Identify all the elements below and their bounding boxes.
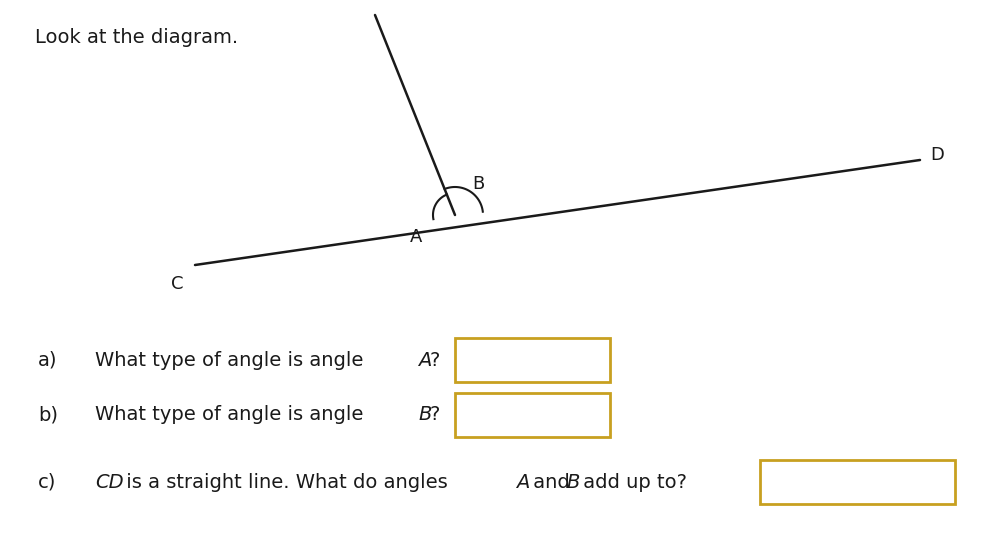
Text: ?: ? [430,406,441,424]
Text: a): a) [38,351,57,370]
Text: b): b) [38,406,58,424]
Text: B: B [418,406,431,424]
Text: B: B [566,473,580,491]
FancyBboxPatch shape [455,338,610,382]
Text: What type of angle is angle: What type of angle is angle [95,406,370,424]
Text: ?: ? [430,351,441,370]
Text: A: A [516,473,529,491]
Text: CD: CD [95,473,124,491]
Text: and: and [527,473,576,491]
Text: is a straight line. What do angles: is a straight line. What do angles [120,473,454,491]
Text: A: A [418,351,431,370]
Text: add up to?: add up to? [577,473,687,491]
Text: c): c) [38,473,56,491]
Text: What type of angle is angle: What type of angle is angle [95,351,370,370]
FancyBboxPatch shape [455,393,610,437]
Text: Look at the diagram.: Look at the diagram. [35,28,238,47]
Text: A: A [409,228,422,246]
Text: C: C [170,275,183,293]
Text: B: B [472,175,484,193]
FancyBboxPatch shape [760,460,955,504]
Text: D: D [930,146,944,164]
